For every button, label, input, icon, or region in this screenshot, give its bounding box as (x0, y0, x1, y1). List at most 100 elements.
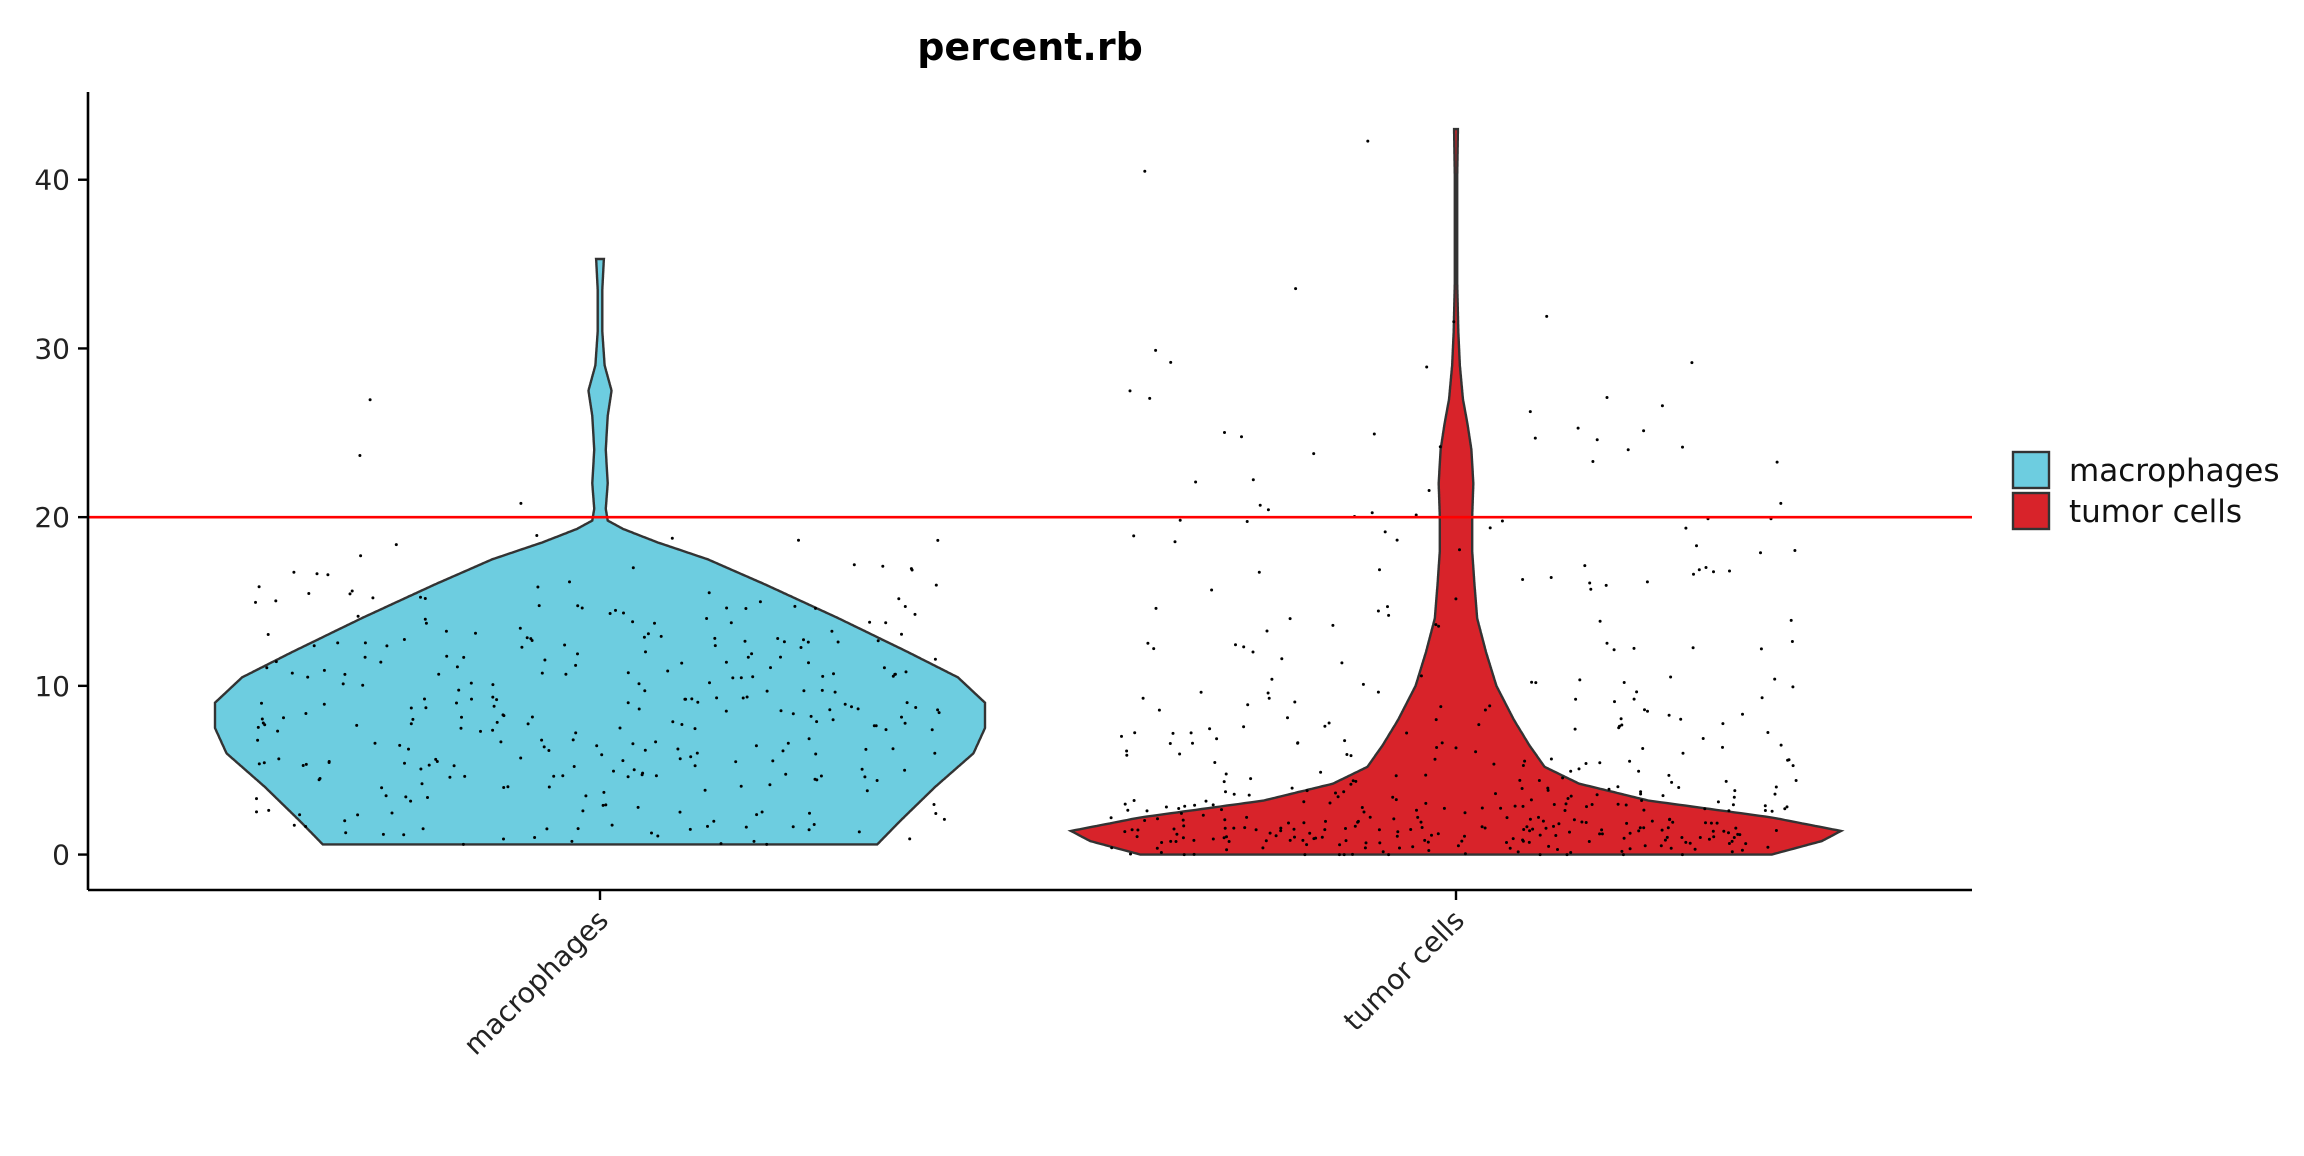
data-point (574, 731, 578, 735)
data-point (552, 774, 556, 778)
data-point (654, 774, 658, 778)
data-point (423, 697, 426, 701)
data-point (479, 729, 482, 733)
data-point (1681, 445, 1684, 449)
data-point (1125, 749, 1129, 753)
legend-key (2011, 450, 2051, 490)
data-point (1181, 836, 1185, 840)
data-point (1505, 816, 1509, 820)
data-point (1120, 734, 1123, 738)
data-point (1154, 606, 1158, 610)
data-point (644, 650, 647, 654)
data-point (1419, 674, 1423, 678)
data-point (1663, 838, 1667, 842)
data-point (322, 668, 326, 672)
data-point (743, 639, 747, 643)
data-point (1604, 583, 1608, 587)
data-point (462, 655, 466, 659)
data-point (637, 682, 641, 686)
data-point (1378, 568, 1381, 572)
data-point (755, 813, 759, 817)
data-point (765, 689, 769, 693)
data-point (776, 637, 780, 640)
data-point (255, 810, 258, 814)
data-point (1741, 712, 1744, 716)
data-point (802, 638, 805, 642)
data-point (1246, 703, 1250, 707)
data-point (1530, 680, 1534, 684)
data-point (394, 543, 398, 547)
data-point (1622, 836, 1626, 840)
data-point (874, 724, 878, 728)
data-point (1327, 721, 1331, 725)
data-point (336, 641, 340, 645)
data-point (1323, 828, 1327, 832)
data-point (379, 660, 383, 664)
data-point (1411, 845, 1415, 849)
data-point (1727, 809, 1731, 813)
data-point (1378, 841, 1382, 845)
data-point (526, 722, 530, 726)
data-point (1483, 708, 1487, 712)
data-point (1585, 805, 1588, 809)
data-point (769, 666, 772, 670)
data-point (1155, 846, 1159, 850)
data-point (1436, 832, 1440, 836)
data-point (1605, 396, 1609, 399)
data-point (1566, 797, 1570, 800)
data-point (1257, 570, 1261, 574)
data-point (1386, 605, 1389, 609)
data-point (865, 789, 869, 793)
data-point (1541, 819, 1545, 823)
data-point (703, 788, 707, 792)
data-point (434, 757, 438, 761)
data-point (752, 839, 756, 843)
data-point (1328, 801, 1332, 805)
data-point (1698, 836, 1702, 839)
data-point (1463, 852, 1467, 856)
data-point (1312, 452, 1316, 456)
data-point (1157, 708, 1161, 712)
data-point (1234, 643, 1237, 647)
data-point (1435, 746, 1439, 749)
data-point (1779, 501, 1783, 505)
data-point (1598, 619, 1602, 623)
data-point (1223, 818, 1227, 822)
data-point (678, 810, 682, 814)
data-point (1639, 792, 1643, 796)
data-point (833, 690, 837, 694)
data-point (1643, 708, 1646, 712)
data-point (1133, 731, 1137, 735)
data-point (1546, 788, 1550, 792)
data-point (830, 629, 834, 633)
y-tick-label: 40 (34, 164, 70, 197)
data-point (1363, 846, 1367, 850)
data-point (474, 631, 477, 635)
data-point (1521, 804, 1525, 808)
data-point (814, 606, 817, 610)
data-point (1353, 824, 1357, 828)
data-point (1669, 675, 1673, 679)
data-point (1211, 803, 1215, 807)
data-point (897, 597, 901, 601)
data-point (1483, 826, 1487, 830)
data-point (1381, 850, 1385, 854)
data-point (318, 777, 322, 780)
data-point (455, 665, 459, 669)
data-point (744, 825, 748, 829)
data-point (678, 757, 682, 761)
data-point (1308, 831, 1312, 835)
data-point (758, 600, 762, 604)
data-point (261, 721, 265, 725)
data-point (779, 709, 783, 713)
data-point (1499, 806, 1503, 810)
data-point (1621, 853, 1625, 857)
data-point (1395, 834, 1399, 838)
data-point (274, 660, 278, 664)
data-point (1302, 821, 1306, 825)
data-point (1415, 808, 1418, 812)
data-point (1681, 751, 1685, 755)
data-point (1454, 597, 1458, 601)
data-point (1552, 803, 1556, 806)
data-point (1251, 650, 1255, 654)
